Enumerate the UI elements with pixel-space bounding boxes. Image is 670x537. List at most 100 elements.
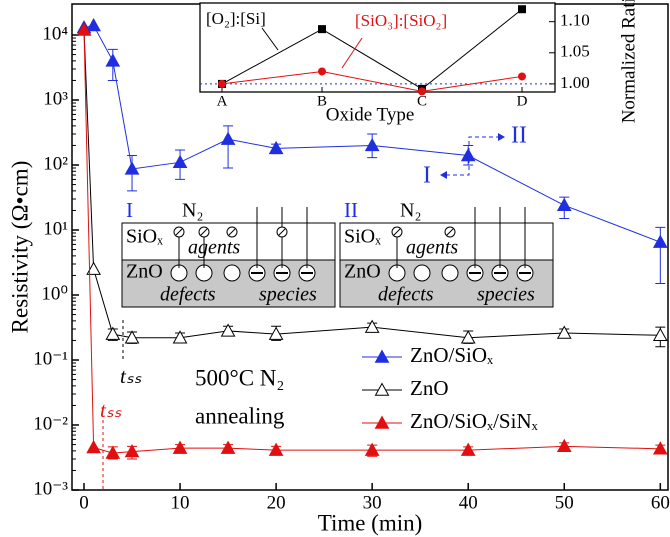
y-tick-label: 1.10 [560,11,590,30]
tss-label: tₛₛ [100,398,122,422]
x-tick-label: 50 [555,492,574,513]
defects-label: defects [160,284,216,306]
legend-marker [374,349,390,363]
agents-label: agents [406,237,458,259]
agents-label: agents [188,237,240,259]
y-tick-label: 10² [43,153,68,174]
annotation: II [511,123,527,149]
agent-mark [278,228,286,236]
data-point [364,442,380,456]
data-point [518,5,526,14]
data-point [124,161,140,175]
x-tick-label: C [417,93,427,109]
layer-label: ZnO [126,261,163,283]
legend-label: [O₂]:[Si] [206,9,266,28]
data-point [220,323,236,337]
y-tick-label: 10⁴ [42,23,68,44]
data-point [556,197,572,211]
x-axis-label: Oxide Type [326,104,415,125]
y-tick-label: 10⁻² [33,413,68,434]
legend-marker [374,415,390,429]
y-tick-label: 10¹ [43,218,68,239]
inset-background [199,2,556,93]
data-point [364,319,380,333]
data-point [318,25,326,34]
legend-label: [SiO₃]:[SiO₂] [355,11,447,30]
data-point [172,330,188,344]
x-tick-label: 10 [171,492,190,513]
annotation: annealing [195,403,285,428]
data-point [220,440,236,454]
data-point [460,147,476,162]
gas-label: N₂ [182,200,203,222]
data-point [172,440,188,454]
data-point [86,440,101,454]
data-point [652,234,668,248]
arrowhead [498,133,505,141]
x-tick-label: 30 [363,492,382,513]
x-tick-label: D [517,93,528,109]
arrowhead [440,171,447,179]
arrow [468,136,500,152]
site [223,264,241,282]
data-point [220,131,236,145]
y-axis-label: Normalized Ratio [618,0,639,123]
y-tick-label: 10⁻³ [33,478,68,499]
x-axis-label: Time (min) [318,510,423,535]
data-point [460,442,476,456]
data-point [652,327,668,341]
x-tick-label: 40 [459,492,478,513]
data-point [86,17,101,32]
x-tick-label: 60 [651,492,670,513]
data-point [105,326,121,340]
data-point [652,441,668,455]
site [413,264,431,282]
y-tick-label: 1.00 [560,73,590,92]
series-line [221,70,523,92]
data-point [86,261,101,275]
arrow [445,152,470,176]
data-point [460,330,476,344]
x-tick-label: B [317,93,327,109]
layer-label: SiOₓ [344,226,381,248]
x-tick-label: A [217,93,228,109]
site [441,264,459,282]
y-axis-label: Resistivity (Ω•cm) [7,161,32,334]
data-point [518,72,526,81]
data-point [76,22,92,36]
data-point [556,438,572,453]
annotation: 500°C N₂ [195,365,284,390]
data-point [172,154,188,169]
data-point [318,67,326,76]
data-point [218,79,226,88]
data-point [364,137,380,152]
y-tick-label: 10³ [43,88,68,109]
data-point [105,53,121,67]
legend-label: ZnO/SiOₓ [410,343,494,367]
x-tick-label: 0 [79,492,89,513]
species-label: species [259,284,317,306]
legend-pointer [261,27,279,51]
x-tick-label: 20 [267,492,286,513]
gas-label: N₂ [400,200,421,222]
data-point [418,87,426,96]
layer-label: ZnO [344,261,381,283]
data-point [105,445,121,459]
data-point [268,326,284,340]
legend-label: ZnO/SiOₓ/SiNₓ [410,409,539,433]
panel-label: II [344,198,358,222]
legend-pointer [341,37,363,69]
agent-mark [175,228,183,236]
y-tick-label: 1.05 [560,42,590,61]
legend-label: ZnO [410,376,449,400]
agent-mark [228,228,236,236]
series-line [221,8,523,90]
defects-label: defects [378,284,434,306]
y-tick-label: 10⁰ [41,283,68,304]
legend-marker [374,382,390,396]
annotation: I [423,163,431,189]
agent-mark [393,228,401,236]
tss-label: tₛₛ [120,364,142,388]
